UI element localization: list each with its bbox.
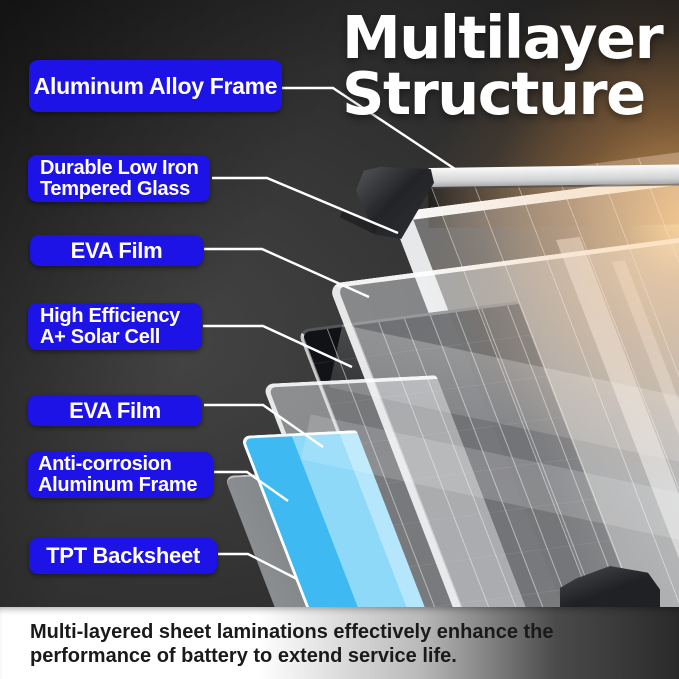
label-anti-corrosion-frame: Anti-corrosion Aluminum Frame xyxy=(28,452,213,498)
label-eva-film-bottom: EVA Film xyxy=(28,395,202,426)
label-line: A+ Solar Cell xyxy=(40,325,161,348)
caption-line-1: Multi-layered sheet laminations effectiv… xyxy=(30,621,554,643)
label-line: Aluminum Frame xyxy=(38,474,198,496)
label-line: Aluminum Alloy Frame xyxy=(33,72,278,99)
caption-line-2: performance of battery to extend service… xyxy=(30,645,457,667)
label-tpt-backsheet: TPT Backsheet xyxy=(29,538,217,574)
caption-band: Multi-layered sheet laminations effectiv… xyxy=(0,607,679,679)
label-line: Anti-corrosion xyxy=(38,453,172,475)
label-line: High Efficiency xyxy=(40,304,180,327)
label-line: EVA Film xyxy=(69,397,161,423)
label-line: Tempered Glass xyxy=(40,177,190,200)
title-line-1: Multilayer xyxy=(342,3,664,72)
label-tempered-glass: Durable Low Iron Tempered Glass xyxy=(28,155,210,202)
page-title: Multilayer Structure xyxy=(342,3,679,128)
label-line: TPT Backsheet xyxy=(46,543,200,568)
label-line: EVA Film xyxy=(70,237,163,263)
label-solar-cell: High Efficiency A+ Solar Cell xyxy=(28,303,202,350)
label-aluminum-alloy-frame: Aluminum Alloy Frame xyxy=(29,60,282,112)
leader-lines xyxy=(0,0,679,607)
title-line-2: Structure xyxy=(342,59,646,128)
label-line: Durable Low Iron xyxy=(40,156,199,179)
label-eva-film-top: EVA Film xyxy=(30,235,203,266)
